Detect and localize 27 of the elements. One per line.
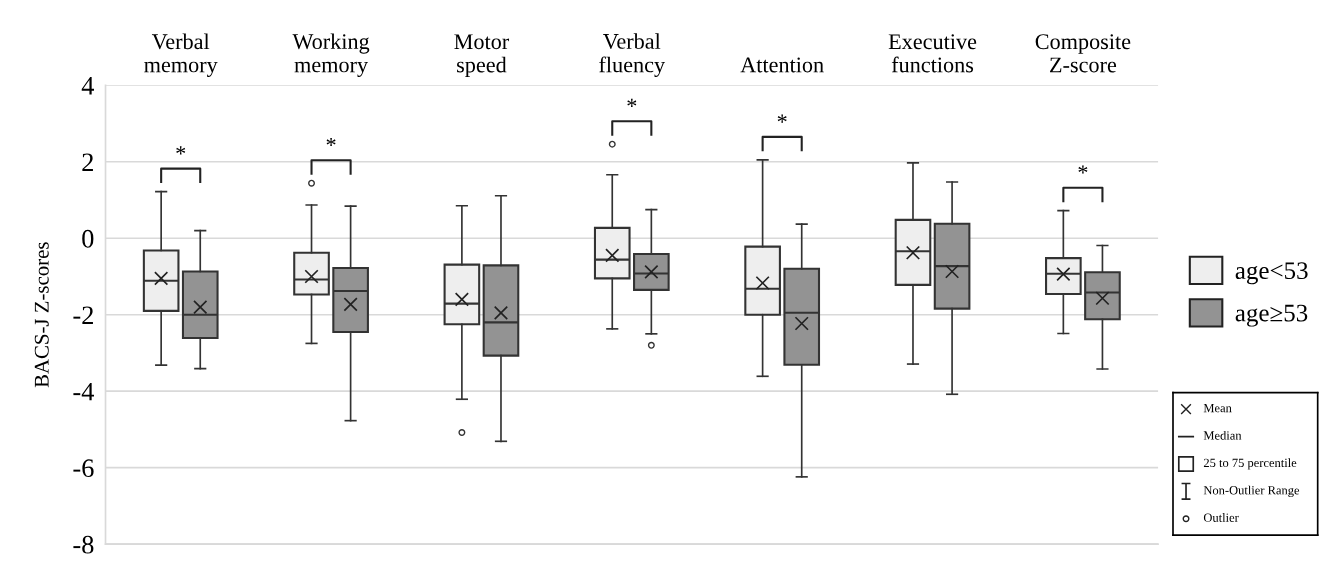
text: Non-Outlier Range (1203, 485, 1300, 498)
x-tick-label: Verbal memory (144, 33, 218, 77)
x-tick-label: Executive functions (888, 34, 977, 73)
text: Outlier (1203, 513, 1239, 522)
y-tick-label: 4 (81, 77, 94, 95)
text: 25 to 75 percentile (1203, 458, 1297, 470)
x-tick-label: Working memory (292, 33, 370, 77)
annotation: * (176, 146, 186, 155)
text: Mean (1203, 403, 1232, 413)
x-tick-label: Attention (740, 57, 824, 73)
y-axis-title: BACS-J Z-scores (34, 242, 49, 388)
x-tick-label: Composite Z-score (1035, 34, 1131, 73)
x-tick-label: Motor speed (454, 34, 510, 77)
annotation: * (1078, 165, 1088, 174)
y-tick-label: -6 (73, 459, 94, 478)
annotation: * (627, 98, 637, 108)
text: Median (1203, 430, 1242, 440)
y-tick-label: -2 (73, 306, 93, 324)
y-tick-label: 0 (82, 229, 94, 248)
y-tick-label: 2 (82, 153, 93, 171)
legend-label: age<53 (1235, 262, 1308, 285)
y-tick-label: -8 (73, 535, 94, 554)
annotation: * (777, 114, 787, 123)
y-tick-label: -4 (73, 382, 94, 401)
annotation: * (326, 137, 336, 147)
legend-label: age≥53 (1235, 304, 1308, 327)
x-tick-label: Verbal fluency (599, 33, 666, 77)
